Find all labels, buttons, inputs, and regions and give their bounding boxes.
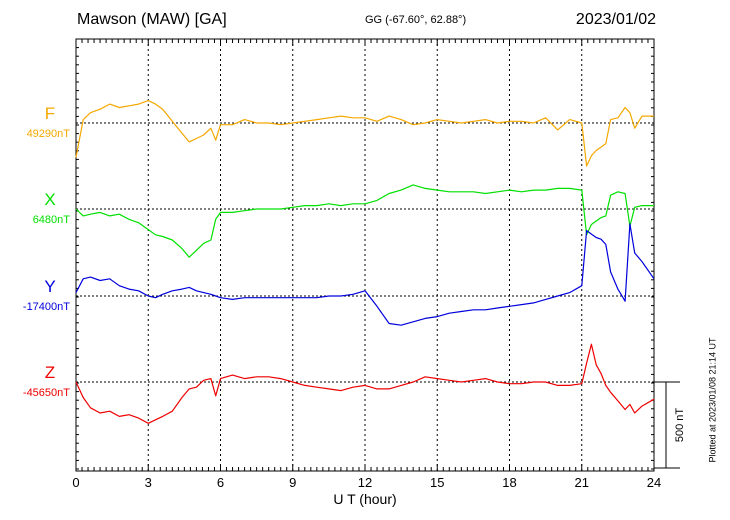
series-name-y: Y bbox=[44, 277, 55, 296]
x-tick-label: 6 bbox=[217, 475, 224, 490]
x-tick-labels: 0 3 6 9 12 15 18 21 24 bbox=[72, 475, 661, 490]
series-labels: F 49290nT X 6480nT Y -17400nT Z -45650nT bbox=[23, 104, 70, 399]
plot-date: 2023/01/02 bbox=[575, 11, 656, 28]
trace-x bbox=[75, 184, 654, 258]
trace-z bbox=[75, 343, 655, 424]
series-baseline-value-y: -17400nT bbox=[23, 301, 70, 313]
trace-y bbox=[75, 223, 655, 326]
series-baselines bbox=[76, 122, 654, 383]
x-tick-label: 15 bbox=[430, 475, 444, 490]
scale-bar-label: 500 nT bbox=[674, 407, 687, 443]
x-tick-label: 0 bbox=[72, 475, 79, 490]
series-traces bbox=[75, 99, 655, 424]
series-name-z: Z bbox=[45, 363, 55, 382]
x-axis-label: U T (hour) bbox=[333, 491, 397, 507]
axis-ticks bbox=[75, 38, 655, 471]
series-baseline-value-x: 6480nT bbox=[33, 214, 71, 226]
x-tick-label: 12 bbox=[358, 475, 372, 490]
geographic-coordinates: GG (-67.60°, 62.88°) bbox=[365, 14, 467, 26]
x-tick-label: 9 bbox=[289, 475, 296, 490]
series-name-f: F bbox=[45, 104, 55, 123]
x-tick-label: 24 bbox=[647, 475, 661, 490]
series-name-x: X bbox=[44, 190, 55, 209]
station-title: Mawson (MAW) [GA] bbox=[77, 11, 227, 28]
series-baseline-value-f: 49290nT bbox=[27, 128, 71, 140]
trace-f bbox=[75, 99, 654, 167]
x-tick-label: 18 bbox=[502, 475, 516, 490]
scale-bar bbox=[654, 381, 680, 469]
x-tick-label: 3 bbox=[145, 475, 152, 490]
series-baseline-value-z: -45650nT bbox=[23, 387, 70, 399]
x-tick-label: 21 bbox=[575, 475, 589, 490]
vertical-gridlines bbox=[147, 39, 583, 471]
plotted-timestamp: Plotted at 2023/01/08 21:14 UT bbox=[707, 337, 718, 463]
